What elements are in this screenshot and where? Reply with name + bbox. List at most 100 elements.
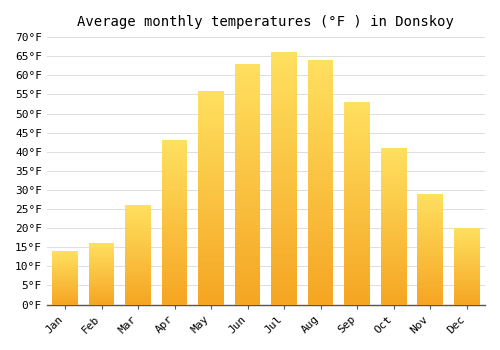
Bar: [52, 290, 78, 292]
Bar: [418, 282, 443, 285]
Bar: [198, 275, 224, 279]
Bar: [162, 176, 188, 180]
Bar: [418, 267, 443, 269]
Bar: [162, 223, 188, 226]
Bar: [235, 257, 260, 261]
Bar: [272, 93, 297, 98]
Bar: [162, 153, 188, 157]
Bar: [418, 251, 443, 254]
Bar: [126, 209, 151, 211]
Bar: [89, 250, 114, 251]
Bar: [308, 94, 334, 99]
Bar: [418, 240, 443, 243]
Bar: [198, 249, 224, 253]
Bar: [344, 187, 370, 191]
Bar: [235, 276, 260, 280]
Bar: [272, 189, 297, 194]
Bar: [162, 170, 188, 173]
Bar: [272, 128, 297, 133]
Bar: [162, 226, 188, 229]
Bar: [272, 57, 297, 63]
Bar: [52, 275, 78, 276]
Bar: [126, 287, 151, 289]
Bar: [344, 216, 370, 219]
Bar: [198, 133, 224, 138]
Bar: [418, 231, 443, 234]
Bar: [418, 234, 443, 236]
Bar: [381, 267, 406, 270]
Bar: [52, 288, 78, 289]
Bar: [162, 163, 188, 167]
Bar: [344, 110, 370, 114]
Bar: [198, 155, 224, 159]
Bar: [418, 243, 443, 245]
Bar: [272, 279, 297, 285]
Bar: [198, 125, 224, 129]
Bar: [344, 256, 370, 260]
Bar: [126, 233, 151, 235]
Bar: [381, 148, 406, 151]
Bar: [418, 247, 443, 249]
Bar: [162, 160, 188, 163]
Bar: [454, 279, 479, 280]
Bar: [52, 285, 78, 286]
Bar: [52, 286, 78, 287]
Bar: [89, 289, 114, 290]
Bar: [235, 136, 260, 141]
Bar: [126, 223, 151, 225]
Bar: [162, 265, 188, 268]
Bar: [272, 285, 297, 289]
Bar: [52, 283, 78, 284]
Bar: [126, 237, 151, 239]
Bar: [126, 285, 151, 287]
Bar: [344, 155, 370, 159]
Bar: [126, 245, 151, 247]
Bar: [52, 287, 78, 288]
Bar: [381, 192, 406, 195]
Bar: [89, 273, 114, 274]
Bar: [198, 104, 224, 108]
Bar: [89, 295, 114, 296]
Bar: [381, 264, 406, 267]
Bar: [418, 291, 443, 294]
Bar: [344, 208, 370, 211]
Bar: [308, 182, 334, 187]
Bar: [126, 211, 151, 213]
Bar: [381, 251, 406, 254]
Bar: [89, 252, 114, 253]
Bar: [272, 300, 297, 304]
Bar: [89, 247, 114, 248]
Bar: [89, 244, 114, 245]
Bar: [126, 299, 151, 301]
Bar: [198, 296, 224, 300]
Bar: [89, 278, 114, 279]
Bar: [89, 260, 114, 262]
Bar: [52, 264, 78, 265]
Bar: [126, 255, 151, 257]
Bar: [418, 294, 443, 296]
Bar: [198, 300, 224, 304]
Bar: [235, 300, 260, 304]
Bar: [89, 284, 114, 285]
Bar: [381, 298, 406, 301]
Bar: [235, 194, 260, 199]
Bar: [126, 213, 151, 215]
Bar: [381, 157, 406, 160]
Bar: [418, 229, 443, 231]
Bar: [52, 295, 78, 296]
Bar: [235, 208, 260, 213]
Bar: [381, 283, 406, 286]
Bar: [272, 72, 297, 78]
Bar: [418, 211, 443, 214]
Bar: [162, 232, 188, 236]
Bar: [198, 240, 224, 245]
Bar: [381, 208, 406, 211]
Bar: [308, 163, 334, 168]
Bar: [52, 268, 78, 269]
Bar: [235, 252, 260, 257]
Bar: [162, 157, 188, 160]
Bar: [418, 205, 443, 207]
Bar: [418, 269, 443, 271]
Bar: [344, 248, 370, 252]
Bar: [344, 122, 370, 126]
